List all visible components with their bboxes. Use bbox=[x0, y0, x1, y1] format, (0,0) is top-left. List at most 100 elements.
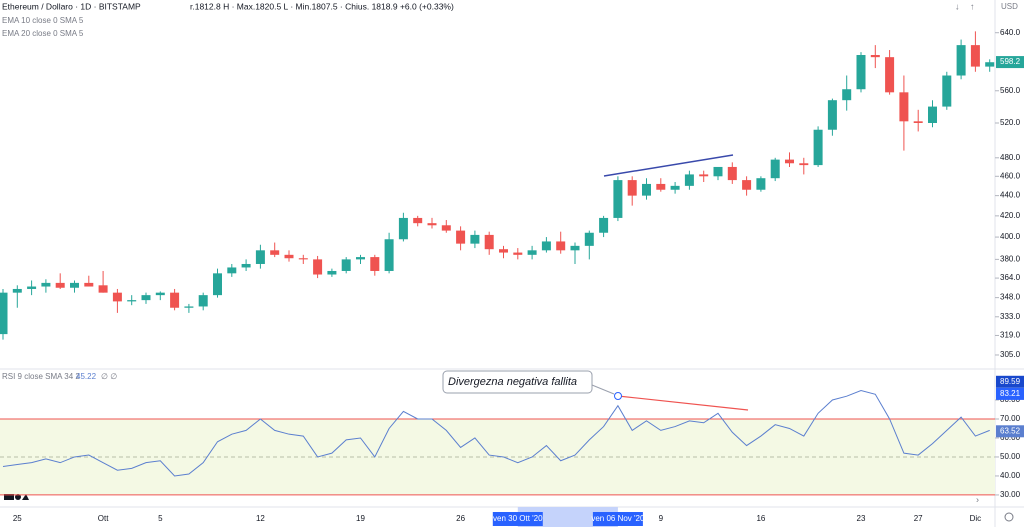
candle-body bbox=[112, 292, 122, 302]
y-tick-label: 319.0 bbox=[1000, 331, 1021, 340]
candle-body bbox=[313, 259, 323, 275]
rsi-trend-line[interactable] bbox=[617, 395, 749, 411]
y-tick-label: 348.0 bbox=[1000, 293, 1021, 302]
candle-body bbox=[127, 300, 137, 302]
candle-body bbox=[227, 267, 237, 274]
candle-body bbox=[370, 257, 380, 271]
value-badge bbox=[996, 425, 1024, 438]
x-tick-label: 9 bbox=[659, 514, 664, 523]
value-badge bbox=[996, 375, 1024, 388]
symbol: Ethereum / Dollaro · 1D · BITSTAMP bbox=[2, 1, 141, 11]
y-tick-label: 40.00 bbox=[1000, 471, 1021, 480]
candle-body bbox=[756, 178, 766, 190]
rsi-legend-value: 45.22 bbox=[76, 372, 97, 381]
last-price-badge bbox=[996, 56, 1024, 69]
ohlc: r.1812.8 H · Max.1820.5 L · Min.1807.5 ·… bbox=[190, 1, 454, 11]
candle-body bbox=[427, 223, 437, 226]
indicator: EMA 10 close 0 SMA 5 bbox=[2, 16, 84, 25]
y-tick-label: 305.0 bbox=[1000, 350, 1021, 359]
x-tick-label: Dic bbox=[970, 514, 982, 523]
candle-body bbox=[613, 180, 623, 218]
candle-body bbox=[599, 217, 609, 233]
candle-body bbox=[213, 273, 222, 296]
y-tick-label: 70.00 bbox=[1000, 414, 1021, 423]
trend-line[interactable] bbox=[603, 154, 734, 177]
callout-anchor bbox=[614, 392, 622, 400]
y-tick-label: 420.0 bbox=[1000, 211, 1021, 220]
y-tick-label: 30.00 bbox=[1000, 490, 1021, 499]
y-tick-label: 520.0 bbox=[1000, 118, 1021, 127]
candle-body bbox=[327, 270, 337, 275]
candle-body bbox=[298, 258, 308, 260]
candle-body bbox=[670, 185, 680, 190]
candle-body bbox=[770, 159, 780, 179]
value-badge-label: 83.21 bbox=[1000, 389, 1021, 398]
candle-body bbox=[970, 45, 980, 67]
x-tick-label: 19 bbox=[356, 514, 365, 523]
candle-body bbox=[556, 241, 566, 251]
candle-body bbox=[656, 183, 666, 190]
y-tick-label: 560.0 bbox=[1000, 86, 1021, 95]
candle-body bbox=[98, 285, 108, 293]
candle-body bbox=[627, 180, 637, 196]
indicator: EMA 20 close 0 SMA 5 bbox=[2, 29, 84, 38]
selected-range bbox=[517, 507, 618, 527]
candle-body bbox=[913, 121, 923, 123]
callout-text: Divergezna negativa fallita bbox=[448, 376, 577, 388]
candle-body bbox=[241, 263, 251, 268]
candle-body bbox=[27, 286, 37, 289]
y-tick-label: 400.0 bbox=[1000, 232, 1021, 241]
x-label-highlight bbox=[592, 512, 643, 526]
x-tick-label: 5 bbox=[158, 514, 163, 523]
candle-body bbox=[0, 292, 8, 335]
y-tick-label: 50.00 bbox=[1000, 452, 1021, 461]
candle-body bbox=[470, 234, 480, 244]
axis-unit: USD bbox=[1001, 2, 1018, 11]
callout-box[interactable] bbox=[442, 370, 593, 394]
candle-body bbox=[985, 62, 995, 67]
candle-body bbox=[513, 252, 523, 255]
candle-body bbox=[384, 239, 394, 271]
candle-body bbox=[684, 174, 694, 186]
x-tick-label: Ott bbox=[98, 514, 109, 523]
candle-body bbox=[441, 225, 451, 231]
value-badge bbox=[996, 387, 1024, 400]
candle-body bbox=[141, 295, 151, 301]
candle-body bbox=[41, 282, 51, 287]
candle-body bbox=[899, 92, 909, 122]
candle-body bbox=[356, 257, 365, 260]
settings-button[interactable] bbox=[1004, 512, 1014, 522]
candle-body bbox=[584, 232, 594, 246]
candle-body bbox=[341, 259, 351, 271]
y-tick-label: 440.0 bbox=[1000, 191, 1021, 200]
candle-body bbox=[284, 254, 294, 259]
candle-body bbox=[155, 292, 165, 296]
candle-body bbox=[842, 89, 852, 101]
candle-body bbox=[484, 234, 494, 250]
candle-body bbox=[870, 55, 880, 58]
rsi-line bbox=[2, 389, 990, 477]
candle-body bbox=[499, 249, 508, 253]
candle-body bbox=[570, 245, 580, 251]
callout-pointer bbox=[591, 384, 615, 395]
scroll-down-button[interactable]: ↓ bbox=[955, 1, 960, 11]
scroll-right-button[interactable]: › bbox=[976, 494, 979, 504]
candle-body bbox=[527, 250, 537, 255]
candle-body bbox=[799, 163, 809, 166]
y-tick-label: 380.0 bbox=[1000, 254, 1021, 263]
x-tick-label: 27 bbox=[914, 514, 923, 523]
scroll-up-button[interactable]: ↑ bbox=[970, 1, 975, 11]
candle-body bbox=[184, 306, 194, 308]
value-badge-label: 63.52 bbox=[1000, 426, 1021, 435]
rsi-legend: RSI 9 close SMA 34 2 bbox=[2, 372, 80, 381]
candle-body bbox=[856, 55, 866, 90]
x-label-highlight bbox=[492, 512, 543, 526]
candle-body bbox=[398, 217, 408, 240]
y-tick-label: 60.00 bbox=[1000, 433, 1021, 442]
x-tick-label: 26 bbox=[456, 514, 465, 523]
x-tick-label: ven 06 Nov '20 bbox=[591, 514, 645, 523]
candle-body bbox=[55, 282, 65, 288]
candle-body bbox=[699, 174, 709, 177]
